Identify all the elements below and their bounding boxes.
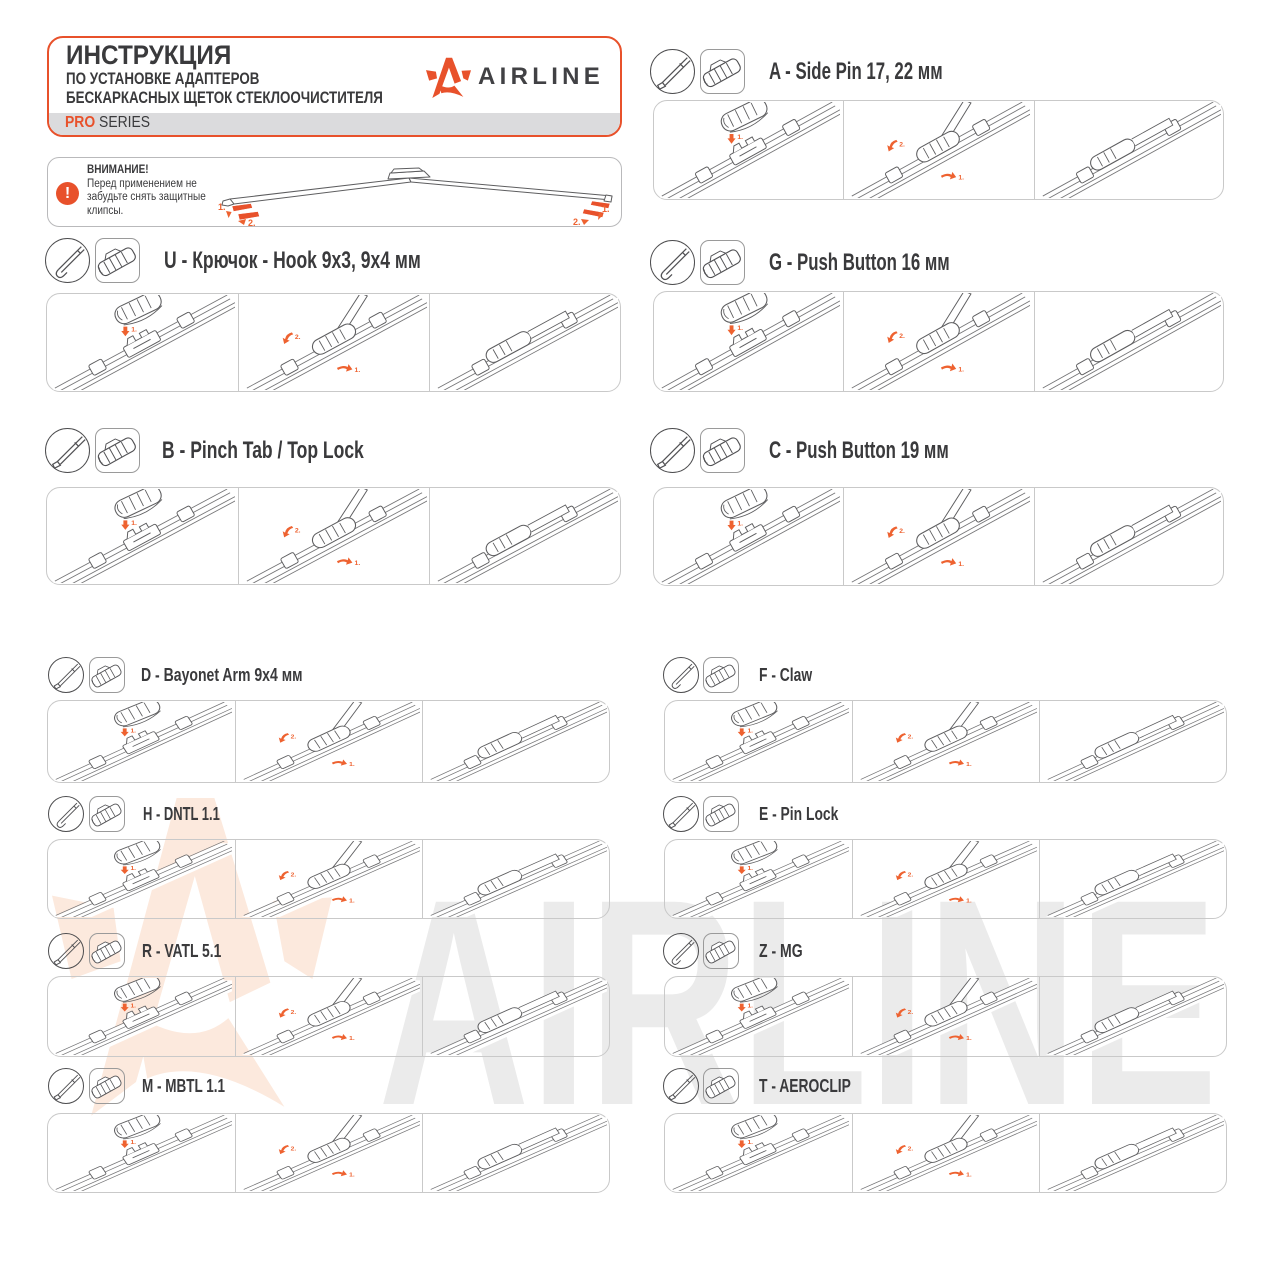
svg-text:1.: 1. bbox=[218, 202, 226, 212]
svg-text:2.: 2. bbox=[248, 218, 256, 227]
svg-text:2.: 2. bbox=[573, 217, 581, 227]
svg-text:1.: 1. bbox=[602, 204, 610, 214]
